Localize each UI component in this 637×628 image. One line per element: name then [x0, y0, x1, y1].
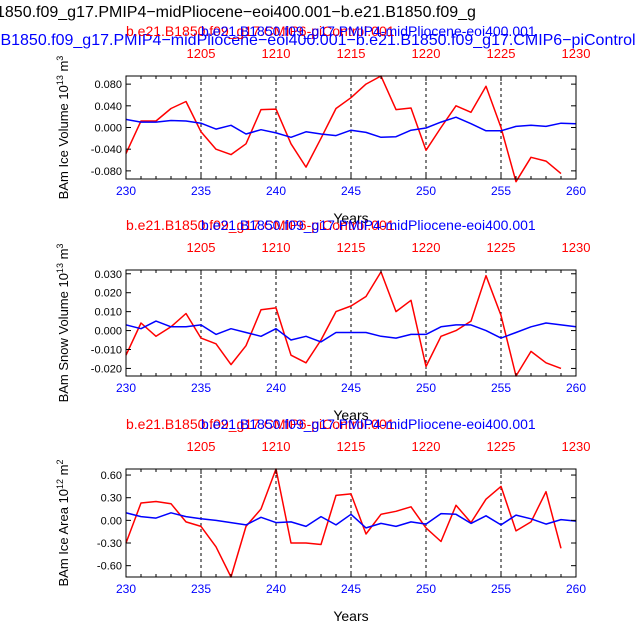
series-line-blue: [125, 320, 577, 343]
x-tick-label: 230: [116, 184, 136, 198]
x-tick-label: 240: [266, 184, 286, 198]
x-tick-label: 230: [116, 582, 136, 596]
top-tick-label: 1225: [487, 46, 516, 61]
x-axis-title: Years: [333, 407, 368, 423]
x-tick-label: 245: [341, 184, 361, 198]
top-tick-label: 1225: [487, 240, 516, 255]
x-tick-label: 260: [566, 381, 586, 395]
top-tick-label: 1215: [337, 240, 366, 255]
x-tick-label: 255: [491, 184, 511, 198]
y-tick-label: 0.080: [94, 79, 122, 91]
y-tick-label: 0.000: [94, 326, 122, 338]
series-line-blue: [125, 512, 577, 529]
top-tick-label: 1220: [412, 240, 441, 255]
y-tick-label: 0.30: [101, 493, 122, 505]
x-tick-label: 260: [566, 582, 586, 596]
y-tick-label: -0.080: [91, 166, 122, 178]
top-tick-label: 1205: [187, 240, 216, 255]
top-tick-label: 1220: [412, 439, 441, 454]
y-tick-label: -0.010: [91, 345, 122, 357]
x-axis-title: Years: [333, 608, 368, 624]
legend-blue-label: b.e21.B1850.f09_g17.PMIP4-midPliocene-eo…: [201, 217, 536, 233]
x-tick-label: 250: [416, 381, 436, 395]
series-line-red: [125, 75, 562, 183]
x-tick-label: 240: [266, 381, 286, 395]
x-tick-label: 240: [266, 582, 286, 596]
legend-red-label: b.e21.B1850.f09_g17.CMIP6-piControl.001: [126, 217, 395, 233]
y-tick-label: 0.010: [94, 307, 122, 319]
y-tick-label: 0.000: [94, 123, 122, 135]
top-tick-label: 1225: [487, 439, 516, 454]
x-tick-label: 260: [566, 184, 586, 198]
top-tick-label: 1230: [562, 439, 591, 454]
legend-blue-label: b.e21.B1850.f09_g17.PMIP4-midPliocene-eo…: [201, 416, 536, 432]
top-tick-label: 1210: [262, 439, 291, 454]
x-tick-label: 255: [491, 582, 511, 596]
y-tick-label: 0.040: [94, 101, 122, 113]
x-axis-title: Years: [333, 210, 368, 226]
panel-snow-volume: b.e21.B1850.f09_g17.CMIP6-piControl.001b…: [55, 217, 590, 423]
y-tick-label: -0.020: [91, 363, 122, 375]
y-axis-title: BAm Snow Volume 1013 m3: [55, 244, 71, 403]
svg-text:BAm Ice Volume 1013 m3: BAm Ice Volume 1013 m3: [55, 56, 71, 200]
series-line-red: [125, 468, 562, 578]
x-tick-label: 250: [416, 582, 436, 596]
x-tick-label: 235: [191, 381, 211, 395]
legend-red-label: b.e21.B1850.f09_g17.CMIP6-piControl.001: [126, 416, 395, 432]
y-tick-label: 0.00: [101, 515, 122, 527]
top-tick-label: 1205: [187, 46, 216, 61]
y-tick-label: -0.040: [91, 144, 122, 156]
top-tick-label: 1215: [337, 46, 366, 61]
y-axis-title: BAm Ice Area 1012 m2: [55, 459, 71, 586]
svg-text:BAm Snow Volume 1013 m3: BAm Snow Volume 1013 m3: [55, 244, 71, 403]
top-tick-label: 1230: [562, 46, 591, 61]
y-tick-label: -0.60: [97, 561, 122, 573]
top-tick-label: 1210: [262, 240, 291, 255]
top-tick-label: 1215: [337, 439, 366, 454]
x-tick-label: 235: [191, 582, 211, 596]
y-tick-label: 0.030: [94, 269, 122, 281]
figure-title-line2: .B1850.f09_g17.PMIP4−midPliocene−eoi400.…: [0, 32, 636, 49]
y-tick-label: 0.60: [101, 470, 122, 482]
x-tick-label: 255: [491, 381, 511, 395]
top-tick-label: 1205: [187, 439, 216, 454]
y-tick-label: -0.30: [97, 538, 122, 550]
top-tick-label: 1220: [412, 46, 441, 61]
legend-red-label: b.e21.B1850.f09_g17.CMIP6-piControl.001: [126, 23, 395, 39]
figure-title-line1: 1850.f09_g17.PMIP4−midPliocene−eoi400.00…: [0, 4, 476, 21]
y-axis-title: BAm Ice Volume 1013 m3: [55, 56, 71, 200]
series-line-blue: [125, 116, 577, 139]
x-tick-label: 250: [416, 184, 436, 198]
svg-text:BAm Ice Area 1012 m2: BAm Ice Area 1012 m2: [55, 459, 71, 586]
x-tick-label: 245: [341, 381, 361, 395]
panel-ice-area: b.e21.B1850.f09_g17.CMIP6-piControl.001b…: [55, 416, 590, 624]
y-tick-label: 0.020: [94, 288, 122, 300]
series-line-red: [125, 271, 562, 377]
legend-blue-label: b.e21.B1850.f09_g17.PMIP4-midPliocene-eo…: [201, 23, 536, 39]
plot-frame: [125, 75, 577, 180]
top-tick-label: 1230: [562, 240, 591, 255]
top-tick-label: 1210: [262, 46, 291, 61]
x-tick-label: 230: [116, 381, 136, 395]
x-tick-label: 245: [341, 582, 361, 596]
panel-ice-volume: b.e21.B1850.f09_g17.CMIP6-piControl.001b…: [55, 23, 590, 226]
x-tick-label: 235: [191, 184, 211, 198]
